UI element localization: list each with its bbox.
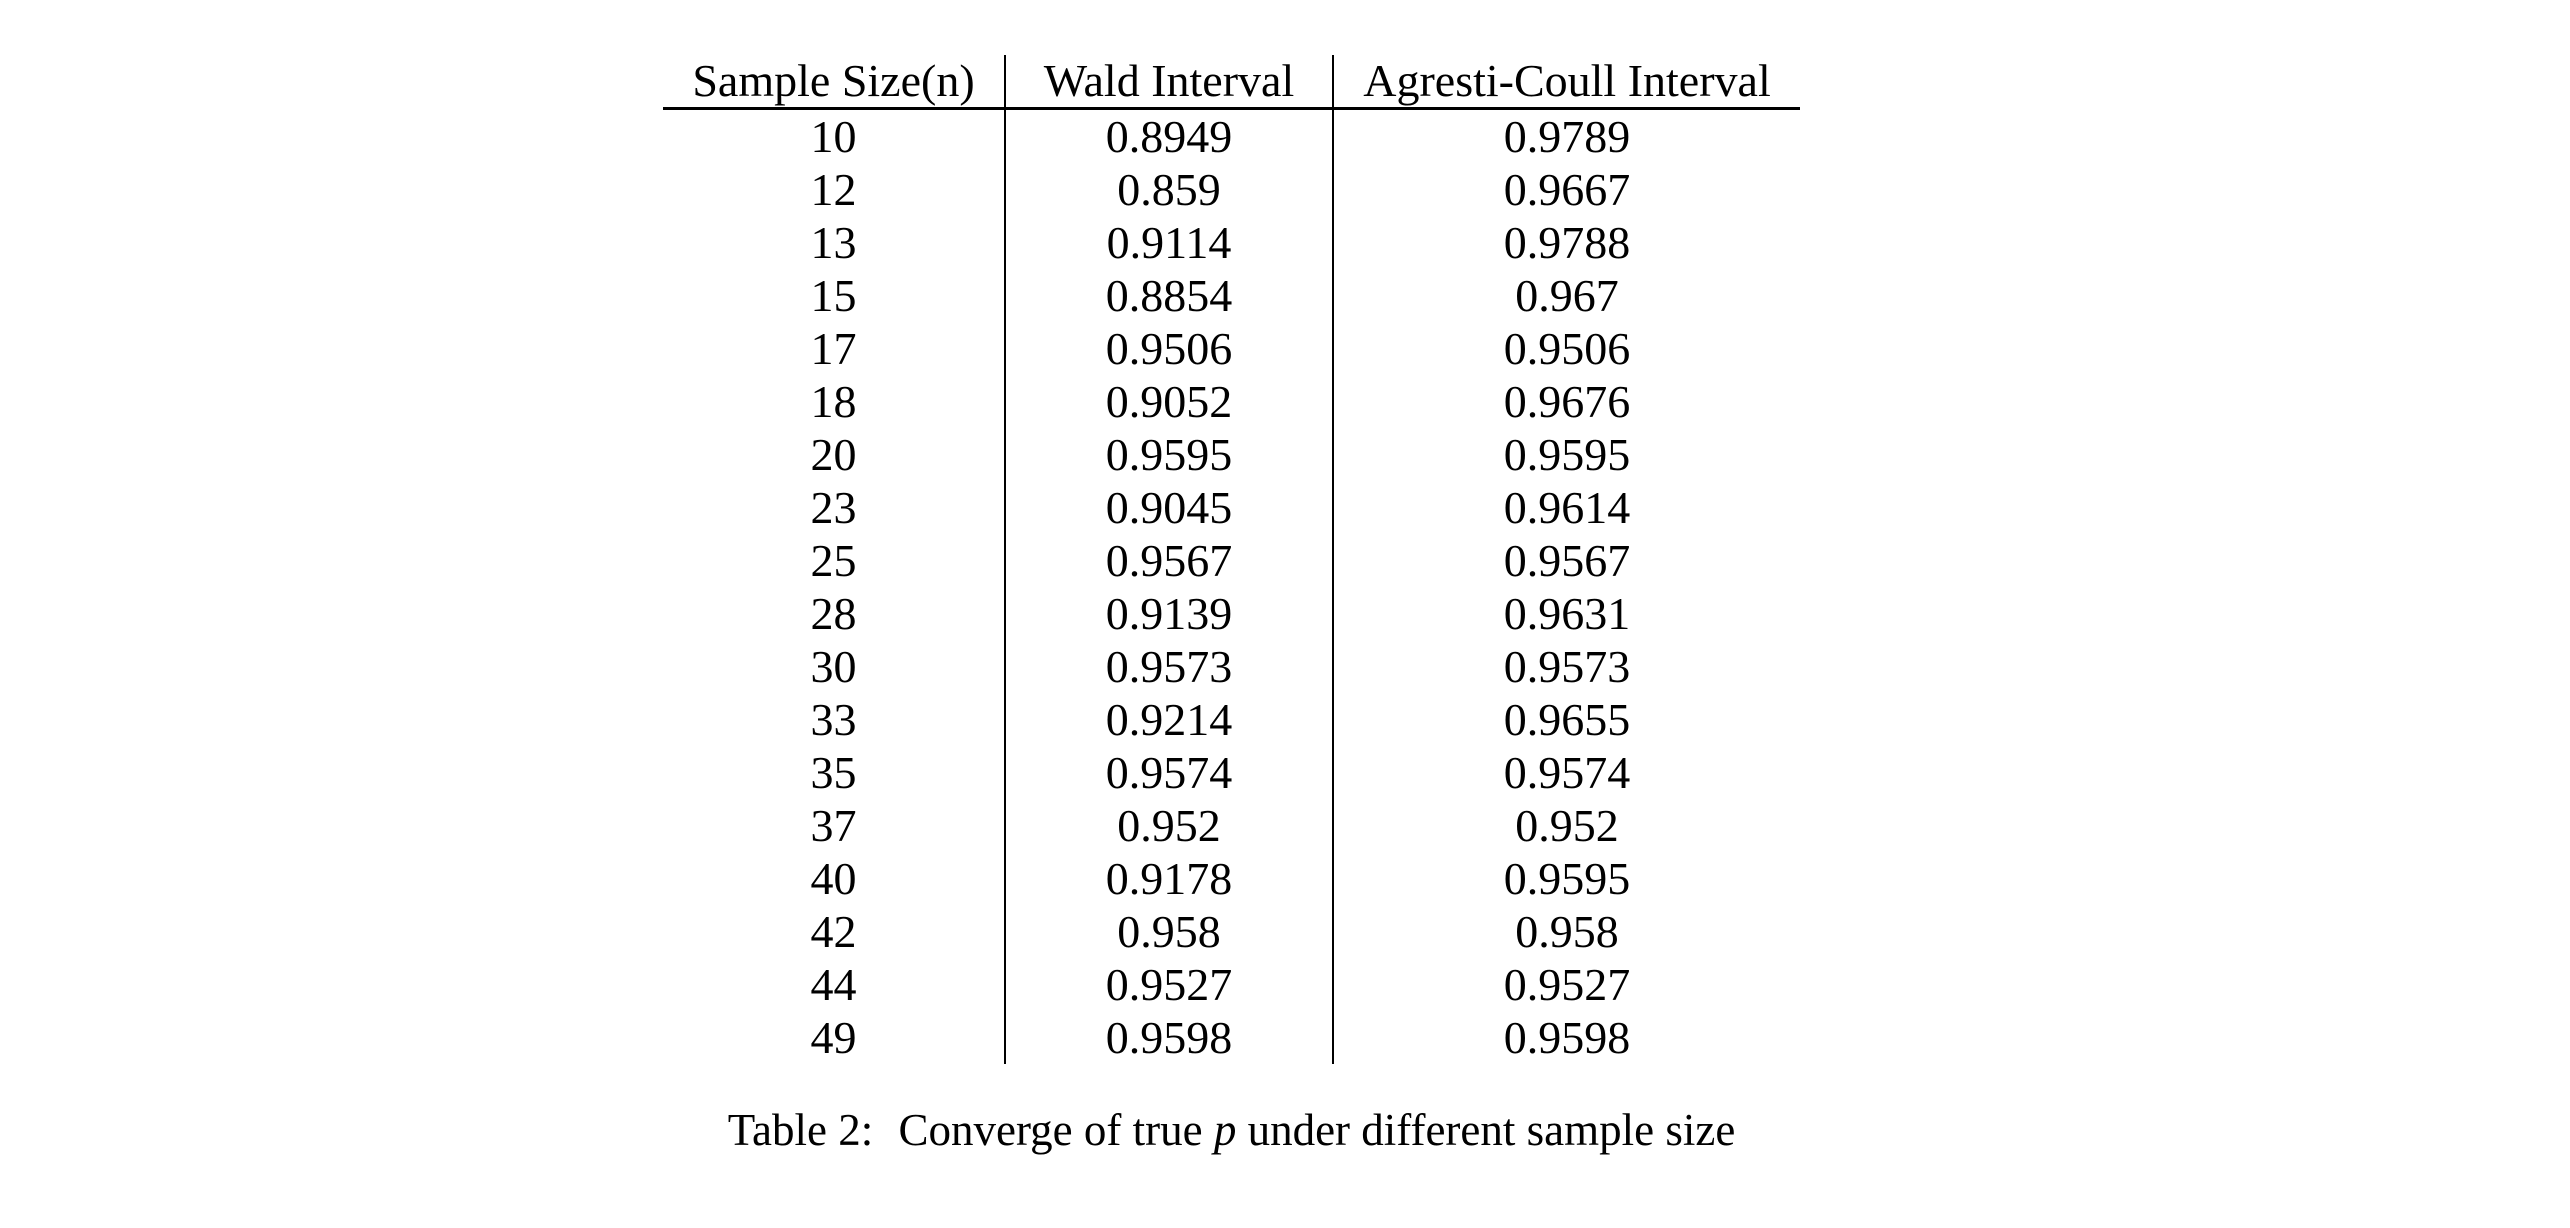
sample-size-cell: 37 [810, 799, 857, 851]
sample-size-cell: 35 [810, 746, 857, 798]
wald-interval-cell: 0.859 [1004, 163, 1334, 216]
table-row: 25 0.9567 0.9567 [663, 534, 1800, 587]
table-row: 30 0.9573 0.9573 [663, 640, 1800, 693]
table-container: Sample Size(n) Wald Interval Agresti-Cou… [663, 55, 1800, 1064]
wald-interval-cell: 0.9574 [1004, 746, 1334, 799]
agresti-coull-interval-cell: 0.952 [1515, 799, 1619, 851]
agresti-coull-interval-cell: 0.958 [1515, 905, 1619, 957]
sample-size-cell: 18 [810, 375, 857, 427]
table-caption: Table 2: Converge of true p under differ… [663, 1103, 1800, 1157]
agresti-coull-interval-cell: 0.9667 [1503, 163, 1631, 215]
table-row: 18 0.9052 0.9676 [663, 375, 1800, 428]
header-sample-size: Sample Size(n) [663, 55, 1005, 110]
sample-size-cell: 28 [810, 587, 857, 639]
table-row: 13 0.9114 0.9788 [663, 216, 1800, 269]
table-row: 37 0.952 0.952 [663, 799, 1800, 852]
wald-interval-cell: 0.9052 [1004, 375, 1334, 428]
wald-interval-cell: 0.9573 [1004, 640, 1334, 693]
wald-interval-cell: 0.952 [1004, 799, 1334, 852]
agresti-coull-interval-cell: 0.9573 [1503, 640, 1631, 692]
caption-after-variable: under different sample size [1247, 1105, 1736, 1155]
sample-size-cell: 20 [810, 428, 857, 480]
table-row: 15 0.8854 0.967 [663, 269, 1800, 322]
sample-size-cell: 33 [810, 693, 857, 745]
agresti-coull-interval-cell: 0.967 [1515, 269, 1619, 321]
sample-size-cell: 23 [810, 481, 857, 533]
agresti-coull-interval-cell: 0.9614 [1503, 481, 1631, 533]
wald-interval-cell: 0.8949 [1004, 108, 1334, 163]
wald-interval-cell: 0.9567 [1004, 534, 1334, 587]
agresti-coull-interval-cell: 0.9676 [1503, 375, 1631, 427]
table-row: 33 0.9214 0.9655 [663, 693, 1800, 746]
sample-size-cell: 30 [810, 640, 857, 692]
agresti-coull-interval-cell: 0.9788 [1503, 216, 1631, 268]
agresti-coull-interval-cell: 0.9595 [1503, 852, 1631, 904]
table-body: 10 0.8949 0.9789 12 0.859 0.9667 13 0.9114 0.978… [663, 108, 1800, 1064]
wald-interval-cell: 0.9506 [1004, 322, 1334, 375]
results-table: Sample Size(n) Wald Interval Agresti-Cou… [663, 55, 1800, 1064]
table-row: 40 0.9178 0.9595 [663, 852, 1800, 905]
wald-interval-cell: 0.9527 [1004, 958, 1334, 1011]
table-row: 12 0.859 0.9667 [663, 163, 1800, 216]
table-row: 35 0.9574 0.9574 [663, 746, 1800, 799]
table-row: 28 0.9139 0.9631 [663, 587, 1800, 640]
table-row: 42 0.958 0.958 [663, 905, 1800, 958]
table-row: 49 0.9598 0.9598 [663, 1011, 1800, 1064]
sample-size-cell: 13 [810, 216, 857, 268]
wald-interval-cell: 0.9139 [1004, 587, 1334, 640]
table-row: 23 0.9045 0.9614 [663, 481, 1800, 534]
caption-variable-p: p [1213, 1105, 1237, 1155]
caption-before-variable: Converge of true [898, 1105, 1203, 1155]
agresti-coull-interval-cell: 0.9595 [1503, 428, 1631, 480]
agresti-coull-interval-cell: 0.9567 [1503, 534, 1631, 586]
agresti-coull-interval-cell: 0.9631 [1503, 587, 1631, 639]
agresti-coull-interval-cell: 0.9598 [1503, 1011, 1631, 1063]
table-row: 10 0.8949 0.9789 [663, 108, 1800, 163]
header-wald-interval: Wald Interval [1004, 55, 1334, 110]
table-row: 20 0.9595 0.9595 [663, 428, 1800, 481]
wald-interval-cell: 0.9214 [1004, 693, 1334, 746]
wald-interval-cell: 0.8854 [1004, 269, 1334, 322]
agresti-coull-interval-cell: 0.9506 [1503, 322, 1631, 374]
table-row: 44 0.9527 0.9527 [663, 958, 1800, 1011]
caption-label: Table 2: [727, 1105, 874, 1155]
agresti-coull-interval-cell: 0.9655 [1503, 693, 1631, 745]
wald-interval-cell: 0.9598 [1004, 1011, 1334, 1064]
agresti-coull-interval-cell: 0.9574 [1503, 746, 1631, 798]
wald-interval-cell: 0.9178 [1004, 852, 1334, 905]
header-agresti-coull-interval: Agresti-Coull Interval [1333, 55, 1800, 110]
wald-interval-cell: 0.9045 [1004, 481, 1334, 534]
table-header: Sample Size(n) Wald Interval Agresti-Cou… [663, 55, 1800, 110]
sample-size-cell: 15 [810, 269, 857, 321]
sample-size-cell: 42 [810, 905, 857, 957]
sample-size-cell: 49 [810, 1011, 857, 1063]
agresti-coull-interval-cell: 0.9789 [1503, 110, 1631, 162]
sample-size-cell: 40 [810, 852, 857, 904]
sample-size-cell: 17 [810, 322, 857, 374]
table-row: 17 0.9506 0.9506 [663, 322, 1800, 375]
sample-size-cell: 10 [810, 110, 857, 162]
sample-size-cell: 12 [810, 163, 857, 215]
header-row: Sample Size(n) Wald Interval Agresti-Cou… [663, 55, 1800, 110]
sample-size-cell: 25 [810, 534, 857, 586]
wald-interval-cell: 0.9595 [1004, 428, 1334, 481]
wald-interval-cell: 0.958 [1004, 905, 1334, 958]
wald-interval-cell: 0.9114 [1004, 216, 1334, 269]
sample-size-cell: 44 [810, 958, 857, 1010]
agresti-coull-interval-cell: 0.9527 [1503, 958, 1631, 1010]
